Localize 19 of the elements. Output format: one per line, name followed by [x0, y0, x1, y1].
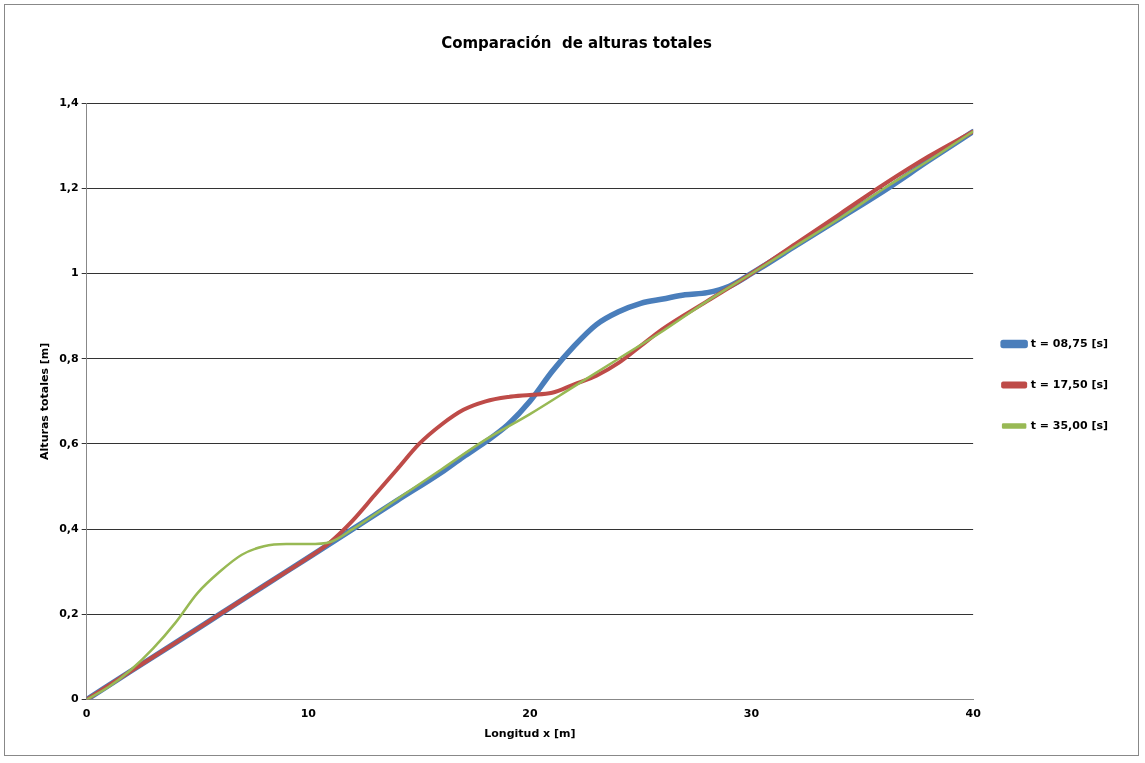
legend-label: t = 35,00 [s] — [1030, 418, 1109, 432]
x-tick-label: 0 — [82, 707, 91, 721]
legend-label: t = 17,50 [s] — [1030, 377, 1109, 391]
legend-label: t = 08,75 [s] — [1030, 336, 1109, 350]
y-tick-label: 1,2 — [59, 181, 79, 195]
y-tick-label: 0 — [71, 692, 80, 706]
x-tick-label: 10 — [300, 707, 317, 721]
y-tick-label: 0,8 — [59, 351, 79, 365]
y-tick-label: 1 — [71, 266, 79, 280]
x-tick-label: 20 — [522, 707, 538, 721]
x-axis-title: Longitud x [m] — [484, 727, 576, 741]
chart-title: Comparación de alturas totales — [441, 33, 712, 52]
y-tick-label: 0,6 — [59, 436, 80, 450]
x-tick-label: 40 — [965, 707, 982, 721]
y-tick-label: 0,2 — [59, 607, 79, 621]
y-tick-label: 0,4 — [59, 522, 80, 535]
y-axis-title: Alturas totales [m] — [38, 342, 52, 460]
y-tick-label: 1,4 — [59, 95, 80, 109]
x-tick-label: 30 — [743, 707, 760, 721]
